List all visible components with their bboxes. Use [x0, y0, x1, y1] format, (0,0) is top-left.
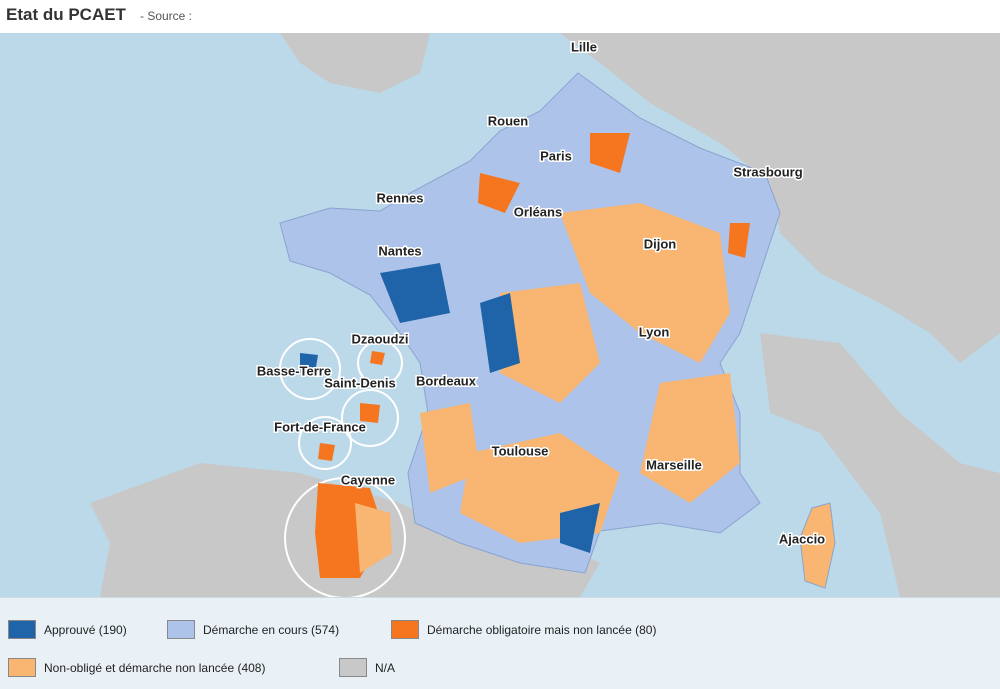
map: Lille Rouen Paris Strasbourg Rennes Orléans Di…: [0, 33, 1000, 597]
patch: [728, 223, 750, 258]
legend-swatch: [8, 658, 36, 677]
patch: [640, 373, 740, 503]
legend-label: N/A: [375, 660, 396, 675]
guyane-east: [355, 503, 392, 573]
patch: [590, 133, 630, 173]
city-label: Ajaccio: [779, 531, 825, 546]
legend-label: Démarche obligatoire mais non lancée (80…: [427, 622, 657, 637]
legend-label: Démarche en cours (574): [203, 622, 340, 637]
city-label: Lyon: [639, 324, 670, 339]
legend-item: Non-obligé et démarche non lancée (408): [8, 658, 265, 677]
city-label: Basse-Terre: [257, 363, 331, 378]
city-label: Paris: [540, 148, 572, 163]
reunion: [360, 403, 380, 423]
header: Etat du PCAET - Source :: [0, 0, 1000, 33]
title: Etat du PCAET: [6, 5, 126, 24]
subtitle: - Source :: [140, 9, 193, 23]
martinique: [318, 443, 335, 461]
legend-swatch: [339, 658, 367, 677]
overseas-circles: [279, 338, 406, 597]
patch: [560, 503, 600, 553]
land-italy: [760, 333, 1000, 597]
patch: [380, 263, 450, 323]
patch: [478, 173, 520, 213]
city-label: Orléans: [514, 204, 562, 219]
mayotte: [370, 351, 385, 365]
city-label: Nantes: [378, 243, 421, 258]
city-label: Dzaoudzi: [351, 331, 408, 346]
legend-label: Non-obligé et démarche non lancée (408): [44, 660, 266, 675]
city-label: Rouen: [488, 113, 529, 128]
city-labels: Lille Rouen Paris Strasbourg Rennes Orléans Di…: [255, 38, 826, 548]
land-europe: [560, 33, 1000, 363]
city-label: Toulouse: [492, 443, 549, 458]
legend: Approuvé (190) Démarche en cours (574) Dém…: [0, 597, 1000, 689]
corsica: [799, 502, 836, 589]
city-label: Saint-Denis: [324, 375, 396, 390]
city-label: Lille: [571, 39, 597, 54]
city-label: Rennes: [377, 190, 424, 205]
legend-swatch: [391, 620, 419, 639]
legend-item: Approuvé (190): [8, 620, 127, 639]
patch: [480, 293, 520, 373]
city-label: Fort-de-France: [274, 419, 366, 434]
legend-swatch: [167, 620, 195, 639]
legend-label: Approuvé (190): [44, 622, 127, 637]
legend-item: N/A: [339, 658, 395, 677]
legend-item: Démarche en cours (574): [167, 620, 339, 639]
legend-item: Démarche obligatoire mais non lancée (80…: [391, 620, 656, 639]
patch: [500, 283, 600, 403]
city-label: Strasbourg: [733, 164, 802, 179]
city-label: Bordeaux: [416, 373, 477, 388]
city-label: Marseille: [646, 457, 702, 472]
city-label: Dijon: [644, 236, 677, 251]
patches: [380, 133, 750, 553]
guadeloupe: [300, 353, 318, 373]
legend-swatch: [8, 620, 36, 639]
patch: [560, 203, 730, 363]
patch: [420, 403, 480, 493]
city-label: Cayenne: [341, 472, 395, 487]
land-uk: [280, 33, 430, 93]
